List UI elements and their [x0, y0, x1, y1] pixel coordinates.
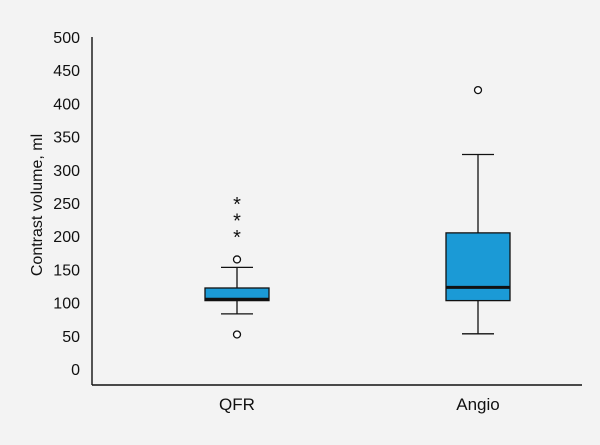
outlier-point — [232, 255, 242, 264]
extreme-point: * — [233, 194, 241, 216]
y-tick-label: 350 — [53, 130, 80, 147]
iqr-box — [445, 232, 511, 302]
y-tick-label: 150 — [53, 262, 80, 279]
y-tick-label: 400 — [53, 96, 80, 113]
box-qfr: *** — [204, 194, 270, 339]
y-tick-label: 200 — [53, 229, 80, 246]
y-ticks-group: 0 50 100 150 200 250 300 350 400 450 500 — [53, 30, 80, 379]
axes-group — [91, 37, 582, 386]
y-tick-label: 300 — [53, 163, 80, 180]
y-tick-label: 450 — [53, 63, 80, 80]
y-axis-label: Contrast volume, ml — [29, 134, 46, 276]
outlier-point — [232, 330, 242, 339]
y-tick-label: 500 — [53, 30, 80, 47]
extreme-point: * — [233, 211, 241, 233]
extreme-point: * — [233, 227, 241, 249]
x-category-label: QFR — [219, 395, 255, 414]
y-tick-label: 250 — [53, 196, 80, 213]
y-tick-label: 50 — [62, 329, 80, 346]
boxes-group: *** — [204, 85, 511, 339]
y-tick-label: 100 — [53, 296, 80, 313]
box-angio — [445, 85, 511, 335]
x-labels-group: QFR Angio — [219, 395, 500, 414]
outlier-point — [473, 85, 483, 95]
x-category-label: Angio — [456, 395, 499, 414]
y-tick-label: 0 — [71, 362, 80, 379]
